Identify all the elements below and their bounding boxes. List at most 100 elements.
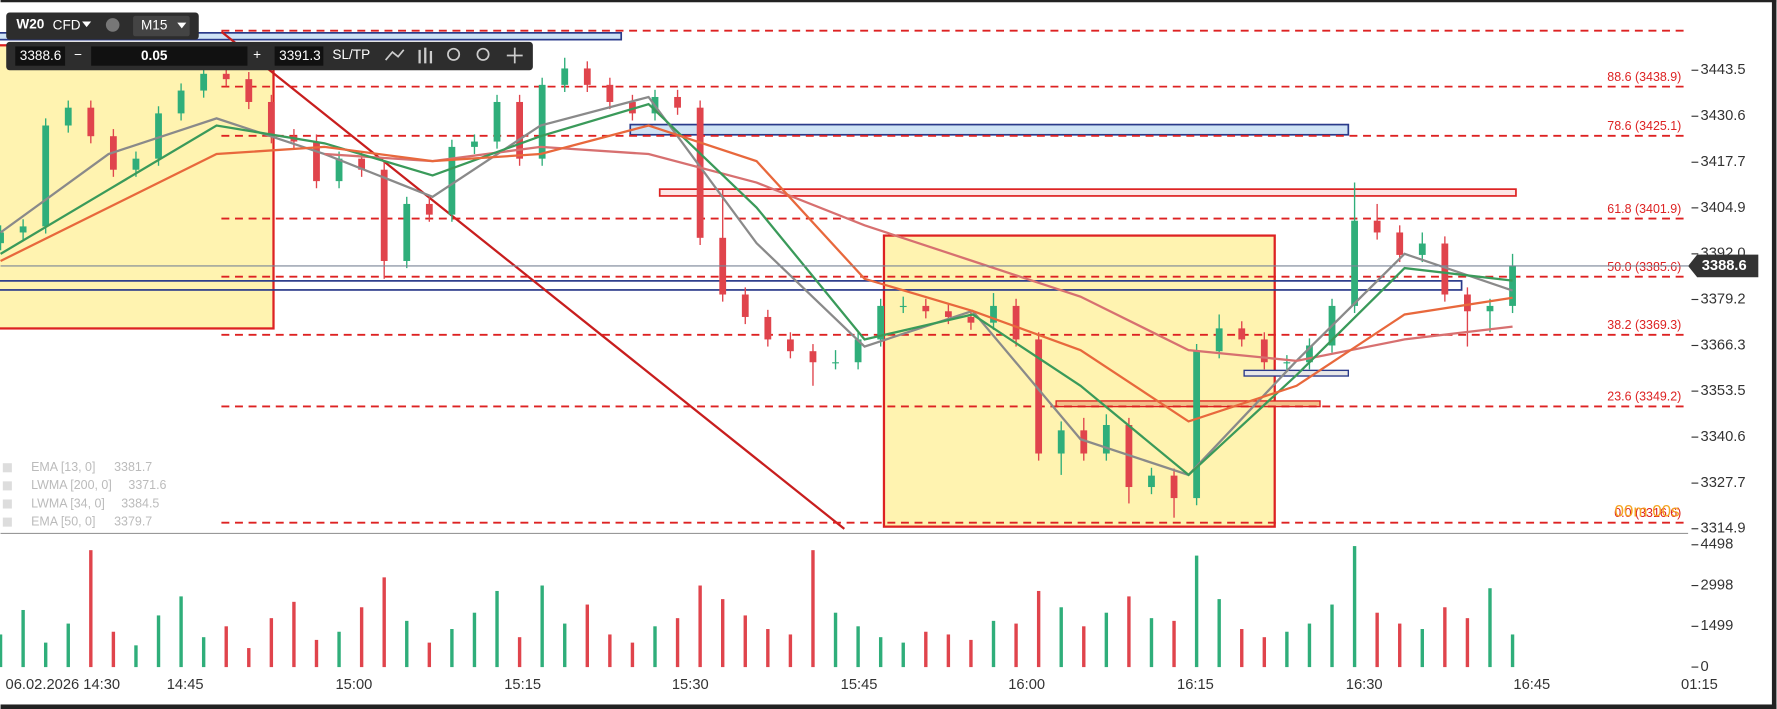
volume-bar bbox=[608, 634, 612, 668]
minus-button[interactable]: − bbox=[74, 47, 82, 62]
x-tick-label: 15:00 bbox=[335, 677, 372, 693]
drawings bbox=[0, 30, 1517, 530]
step[interactable]: 0.05 bbox=[141, 48, 168, 63]
volume-bar bbox=[1330, 604, 1334, 668]
fib-label: 38.2 (3369.3) bbox=[1607, 318, 1681, 332]
volume-bar bbox=[201, 637, 206, 668]
volume-bar bbox=[991, 620, 996, 668]
y-tick-label: 3443.5 bbox=[1701, 62, 1746, 78]
candle-body bbox=[200, 73, 208, 91]
x-tick-label: 01:15 bbox=[1681, 677, 1718, 693]
volume-bar bbox=[1510, 634, 1515, 668]
volume-bar bbox=[156, 615, 161, 668]
y-tick-label: 3327.7 bbox=[1701, 475, 1746, 491]
candle-body bbox=[516, 101, 523, 159]
volume-bar bbox=[359, 607, 364, 668]
candle-body bbox=[64, 107, 72, 126]
volume-bar bbox=[495, 590, 499, 668]
x-tick-label: 16:15 bbox=[1177, 677, 1214, 693]
zone-drawing bbox=[0, 31, 623, 41]
candle-body bbox=[1102, 424, 1110, 454]
volume-bar bbox=[472, 612, 477, 668]
candle-body bbox=[538, 84, 546, 159]
candle-body bbox=[629, 101, 636, 114]
timeframe[interactable]: M15 bbox=[141, 18, 167, 33]
candle-body bbox=[1193, 351, 1201, 499]
legend-icon bbox=[2, 517, 12, 527]
volume-bar bbox=[1285, 631, 1289, 668]
volume-bar bbox=[382, 577, 386, 668]
volume-bar bbox=[89, 550, 93, 668]
toolbar: W20 CFD M15 3388.6 − 0.05 + 3391.3 SL/TP bbox=[6, 12, 533, 71]
candle-body bbox=[1418, 243, 1426, 255]
candle-body bbox=[990, 305, 997, 323]
zoom-in[interactable] bbox=[476, 47, 490, 61]
step-box[interactable] bbox=[91, 46, 248, 66]
ask[interactable]: 3391.3 bbox=[279, 48, 321, 63]
candle-body bbox=[854, 339, 862, 363]
legend-value: 3379.7 bbox=[114, 514, 152, 528]
candle-body bbox=[177, 90, 185, 114]
candle-tool[interactable] bbox=[418, 47, 433, 64]
x-tick-label: 15:45 bbox=[841, 677, 878, 693]
bid-box[interactable] bbox=[15, 46, 66, 66]
legend-icon bbox=[2, 481, 12, 491]
candle-body bbox=[313, 141, 320, 182]
timeframe-box[interactable] bbox=[133, 15, 190, 37]
candle-body bbox=[1283, 362, 1291, 364]
volume-bar bbox=[1036, 590, 1041, 668]
volume-bar bbox=[1420, 629, 1424, 668]
candle-body bbox=[335, 158, 343, 182]
candle-body bbox=[493, 101, 501, 142]
volume-bar bbox=[585, 604, 589, 668]
volume-bar bbox=[1352, 546, 1357, 668]
volume-bar bbox=[111, 631, 116, 668]
x-tick-label: 06.02.2026 14:30 bbox=[6, 677, 121, 693]
volume-bar bbox=[563, 623, 567, 668]
candle-body bbox=[1260, 339, 1268, 363]
pan-tool[interactable] bbox=[506, 47, 523, 64]
volume-bar bbox=[1172, 620, 1176, 668]
bid[interactable]: 3388.6 bbox=[20, 48, 62, 63]
fib-label: 61.8 (3401.9) bbox=[1607, 202, 1681, 216]
plot bbox=[0, 57, 1516, 668]
candle-body bbox=[944, 311, 952, 317]
volume-bar bbox=[0, 634, 3, 668]
candle-body bbox=[425, 203, 433, 215]
candle-body bbox=[1306, 345, 1313, 363]
volume-bar bbox=[811, 550, 815, 668]
candle-body bbox=[267, 101, 275, 137]
volume-bar bbox=[247, 648, 251, 668]
zoom-out[interactable] bbox=[447, 47, 461, 61]
candle-body bbox=[155, 113, 162, 159]
volume-bar bbox=[314, 639, 319, 668]
sltp-button[interactable]: SL/TP bbox=[332, 47, 370, 62]
candle-body bbox=[19, 226, 27, 233]
info-icon[interactable] bbox=[105, 18, 120, 32]
candle-body bbox=[1238, 328, 1246, 340]
fib-label: 50.0 (3385.6) bbox=[1607, 260, 1681, 274]
volume-bar bbox=[878, 637, 883, 668]
candle-body bbox=[809, 351, 817, 363]
y-tick-label: 3404.9 bbox=[1701, 200, 1746, 216]
volume-tick-label: 2998 bbox=[1701, 577, 1734, 593]
volume-bar bbox=[1488, 588, 1492, 668]
volume-bar bbox=[66, 623, 70, 668]
y-tick-label: 3314.9 bbox=[1701, 521, 1746, 537]
candle-body bbox=[403, 203, 411, 261]
candle-body bbox=[1148, 475, 1155, 488]
x-tick-label: 15:15 bbox=[504, 677, 541, 693]
volume-tick-label: 1499 bbox=[1701, 618, 1734, 634]
candle-body bbox=[922, 305, 930, 312]
price-tag-label: 3388.6 bbox=[1702, 258, 1747, 274]
dropdown-icon[interactable] bbox=[82, 21, 92, 28]
y-tick-label: 3430.6 bbox=[1701, 108, 1746, 124]
ask-box[interactable] bbox=[274, 46, 324, 66]
dropdown-icon[interactable] bbox=[177, 22, 187, 29]
plus-button[interactable]: + bbox=[253, 47, 261, 62]
symbol[interactable]: W20 bbox=[16, 17, 44, 32]
volume-bar bbox=[405, 620, 409, 668]
volume-bar bbox=[1465, 618, 1470, 668]
line-tool[interactable] bbox=[384, 49, 405, 61]
